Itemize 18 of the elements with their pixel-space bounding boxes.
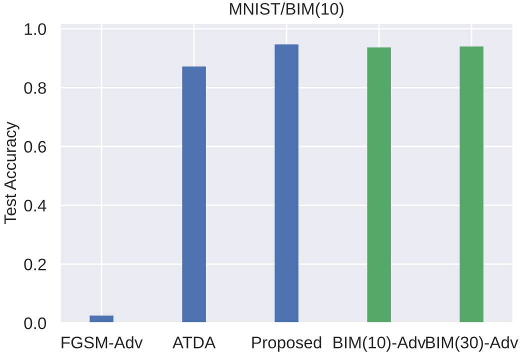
bar — [90, 316, 114, 323]
x-tick-label: Proposed — [252, 336, 322, 352]
bar — [460, 46, 484, 323]
bar — [182, 66, 206, 323]
x-tick-label: FGSM-Adv — [62, 336, 143, 348]
chart-title: MNIST/BIM(10) — [230, 2, 344, 18]
y-tick-label: 0.2 — [24, 258, 46, 270]
y-tick-label: 0.0 — [24, 317, 46, 330]
x-tick-label: BIM(10)-Adv — [334, 336, 426, 352]
y-tick-label: 0.6 — [24, 140, 46, 153]
y-axis-title: Test Accuracy — [4, 122, 20, 224]
y-tick-label: 0.4 — [24, 200, 46, 212]
x-tick-label: ATDA — [172, 336, 216, 348]
x-tick-label: BIM(30)-Adv — [426, 336, 518, 352]
bar — [367, 47, 391, 323]
y-tick-label: 1.0 — [24, 23, 46, 36]
bar — [274, 44, 298, 323]
y-tick-label: 0.8 — [24, 82, 46, 94]
